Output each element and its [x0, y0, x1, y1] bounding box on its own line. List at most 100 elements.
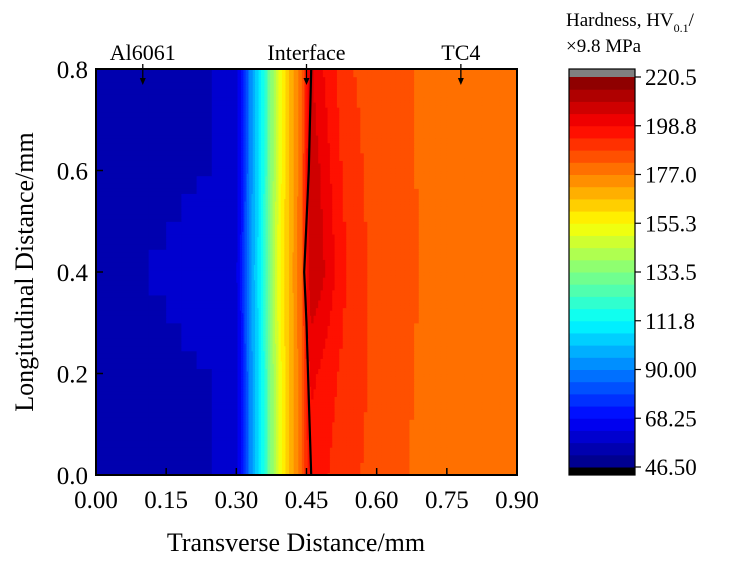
heatmap-cell [243, 469, 246, 474]
heatmap-cell [305, 376, 308, 380]
heatmap-cell [249, 472, 251, 475]
heatmap-cell [299, 439, 302, 443]
heatmap-cell [322, 398, 326, 403]
heatmap-cell [499, 431, 517, 435]
heatmap-cell [96, 454, 115, 458]
heatmap-cell [313, 436, 317, 441]
heatmap-cell [181, 381, 198, 385]
heatmap-cell [363, 370, 368, 375]
heatmap-cell [276, 388, 278, 392]
heatmap-cell [423, 373, 430, 377]
heatmap-cell [320, 444, 324, 448]
heatmap-cell [267, 421, 270, 425]
heatmap-cell [284, 467, 287, 471]
heatmap-cell [226, 365, 230, 370]
heatmap-cell [245, 447, 248, 451]
heatmap-cell [395, 386, 401, 390]
heatmap-cell [258, 381, 261, 385]
heatmap-cell [305, 378, 308, 382]
heatmap-cell [334, 401, 338, 405]
heatmap-cell [279, 429, 282, 433]
heatmap-cell [329, 416, 333, 420]
heatmap-cell [367, 442, 373, 446]
heatmap-cell [304, 383, 306, 387]
heatmap-cell [346, 409, 351, 413]
heatmap-cell [248, 396, 250, 400]
heatmap-cell [284, 396, 287, 400]
heatmap-cell [256, 454, 258, 458]
heatmap-cell [440, 365, 448, 370]
heatmap-cell [315, 414, 319, 418]
heatmap-cell [356, 368, 361, 372]
heatmap-cell [269, 447, 271, 451]
heatmap-cell [295, 383, 298, 387]
heatmap-cell [231, 368, 235, 372]
heatmap-cell [253, 368, 256, 372]
heatmap-cell [284, 431, 287, 435]
heatmap-cell [181, 401, 198, 405]
heatmap-cell [229, 469, 233, 474]
heatmap-cell [256, 467, 258, 471]
heatmap-cell [257, 467, 260, 471]
heatmap-cell [276, 459, 278, 463]
heatmap-cell [265, 454, 268, 458]
heatmap-cell [244, 472, 247, 475]
heatmap-cell [327, 442, 331, 446]
heatmap-cell [255, 457, 257, 461]
heatmap-cell [327, 426, 331, 430]
heatmap-cell [281, 457, 284, 461]
heatmap-cell [257, 403, 260, 408]
heatmap-cell [260, 467, 263, 471]
heatmap-cell [300, 406, 303, 410]
heatmap-cell [376, 467, 382, 471]
heatmap-cell [334, 429, 338, 433]
heatmap-cell [440, 386, 448, 390]
heatmap-cell [96, 424, 115, 428]
heatmap-cell [131, 391, 150, 395]
heatmap-cell [250, 365, 253, 370]
heatmap-cell [148, 449, 167, 453]
heatmap-cell [300, 393, 303, 397]
heatmap-cell [363, 444, 368, 448]
heatmap-cell [286, 429, 289, 433]
heatmap-cell [404, 396, 411, 400]
heatmap-cell [276, 396, 278, 400]
heatmap-cell [346, 401, 351, 405]
heatmap-cell [269, 393, 271, 397]
heatmap-cell [360, 365, 365, 370]
heatmap-cell [267, 467, 270, 471]
heatmap-cell [297, 419, 299, 423]
heatmap-cell [342, 469, 347, 474]
heatmap-cell [264, 398, 267, 403]
heatmap-cell [346, 370, 351, 375]
heatmap-cell [349, 414, 354, 418]
heatmap-cell [241, 368, 243, 372]
heatmap-cell [429, 393, 436, 397]
heatmap-cell [269, 383, 271, 387]
heatmap-cell [148, 376, 167, 380]
heatmap-cell [371, 462, 378, 466]
heatmap-cell [279, 459, 282, 463]
heatmap-cell [301, 459, 304, 463]
heatmap-cell [277, 457, 280, 461]
heatmap-cell [367, 370, 373, 375]
heatmap-cell [327, 447, 331, 451]
heatmap-cell [409, 409, 415, 413]
heatmap-cell [464, 416, 483, 420]
heatmap-cell [306, 426, 309, 430]
heatmap-cell [295, 419, 298, 423]
heatmap-cell [360, 398, 365, 403]
heatmap-cell [251, 431, 254, 435]
heatmap-cell [283, 429, 285, 433]
heatmap-cell [166, 431, 182, 435]
heatmap-cell [429, 378, 436, 382]
heatmap-cell [287, 434, 290, 438]
heatmap-cell [367, 365, 373, 370]
heatmap-cell [329, 386, 333, 390]
heatmap-cell [242, 401, 244, 405]
heatmap-cell [250, 401, 253, 405]
heatmap-cell [264, 452, 267, 456]
heatmap-cell [131, 452, 150, 456]
heatmap-cell [273, 409, 276, 413]
heatmap-cell [226, 452, 230, 456]
